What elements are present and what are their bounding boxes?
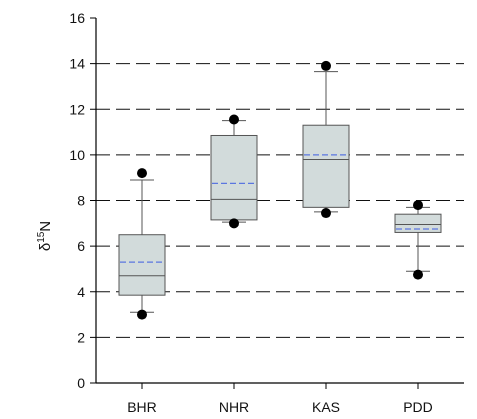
y-tick-label-14: 14 [69,56,85,72]
y-tick-label-16: 16 [69,10,85,26]
tick-labels: 0 2 4 6 8 10 12 14 16 BHR NHR KAS PDD [69,10,432,415]
axes [90,17,464,389]
y-tick-label-2: 2 [77,329,85,345]
y-axis-title-suffix: N [37,221,54,232]
box-kas [302,124,350,208]
outlier-pdd-0 [413,269,423,280]
y-tick-label-8: 8 [77,193,85,209]
y-tick-label-0: 0 [77,375,85,391]
outlier-bhr-0 [137,309,147,320]
y-axis-title: δ15N [36,221,54,251]
box-nhr [210,134,258,221]
y-axis-title-prefix: δ [37,243,54,251]
x-tick-label-pdd: PDD [403,399,433,415]
grid-lines [96,63,464,338]
outlier-bhr-1 [137,168,147,179]
y-tick-label-10: 10 [69,147,85,163]
boxes [118,124,442,296]
outliers [137,60,423,320]
outlier-nhr-1 [229,114,239,125]
outlier-kas-1 [321,60,331,71]
box-pdd [394,213,442,233]
y-tick-label-6: 6 [77,238,85,254]
y-tick-label-12: 12 [69,101,85,117]
whiskers [130,71,430,313]
outlier-kas-0 [321,208,331,219]
y-tick-label-4: 4 [77,284,85,300]
x-tick-label-nhr: NHR [219,399,249,415]
outlier-nhr-0 [229,218,239,229]
x-tick-label-bhr: BHR [127,399,157,415]
y-axis-title-superscript: 15 [36,231,47,243]
x-tick-label-kas: KAS [312,399,340,415]
box-bhr [118,234,166,296]
outlier-pdd-1 [413,200,423,211]
